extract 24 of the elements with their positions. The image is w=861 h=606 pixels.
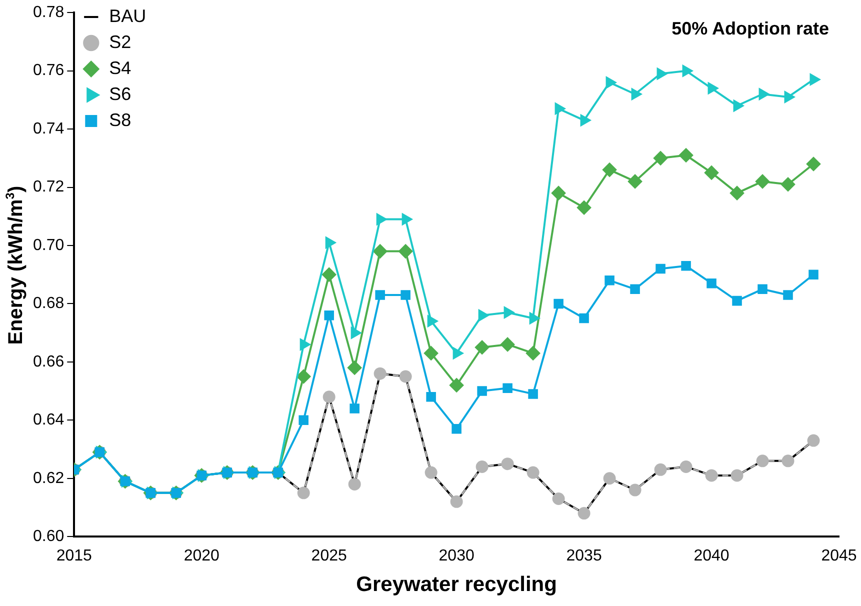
- x-tick-label: 2020: [184, 548, 220, 565]
- legend-label: S6: [109, 84, 132, 104]
- y-tick-label: 0.64: [33, 412, 64, 429]
- x-tick-label: 2030: [438, 548, 474, 565]
- chart-title: 50% Adoption rate: [672, 18, 829, 39]
- y-tick-label: 0.66: [33, 353, 64, 370]
- x-axis-title: Greywater recycling: [356, 573, 557, 596]
- y-tick-label: 0.68: [33, 295, 64, 312]
- x-tick-label: 2015: [56, 548, 92, 565]
- x-tick-label: 2040: [694, 548, 730, 565]
- x-tick-label: 2045: [821, 548, 857, 565]
- x-tick-label: 2035: [566, 548, 602, 565]
- y-tick-label: 0.78: [33, 4, 64, 22]
- legend-label: BAU: [109, 6, 146, 26]
- y-tick-label: 0.70: [33, 236, 64, 254]
- x-tick-label: 2025: [311, 548, 347, 565]
- y-tick-label: 0.62: [33, 470, 64, 487]
- y-tick-label: 0.76: [33, 62, 64, 80]
- legend-label: S4: [109, 58, 132, 78]
- y-tick-label: 0.60: [33, 528, 64, 546]
- y-tick-label: 0.74: [33, 120, 64, 138]
- legend-label: S2: [109, 32, 132, 52]
- legend-label: S8: [109, 110, 132, 130]
- y-tick-label: 0.72: [33, 178, 64, 196]
